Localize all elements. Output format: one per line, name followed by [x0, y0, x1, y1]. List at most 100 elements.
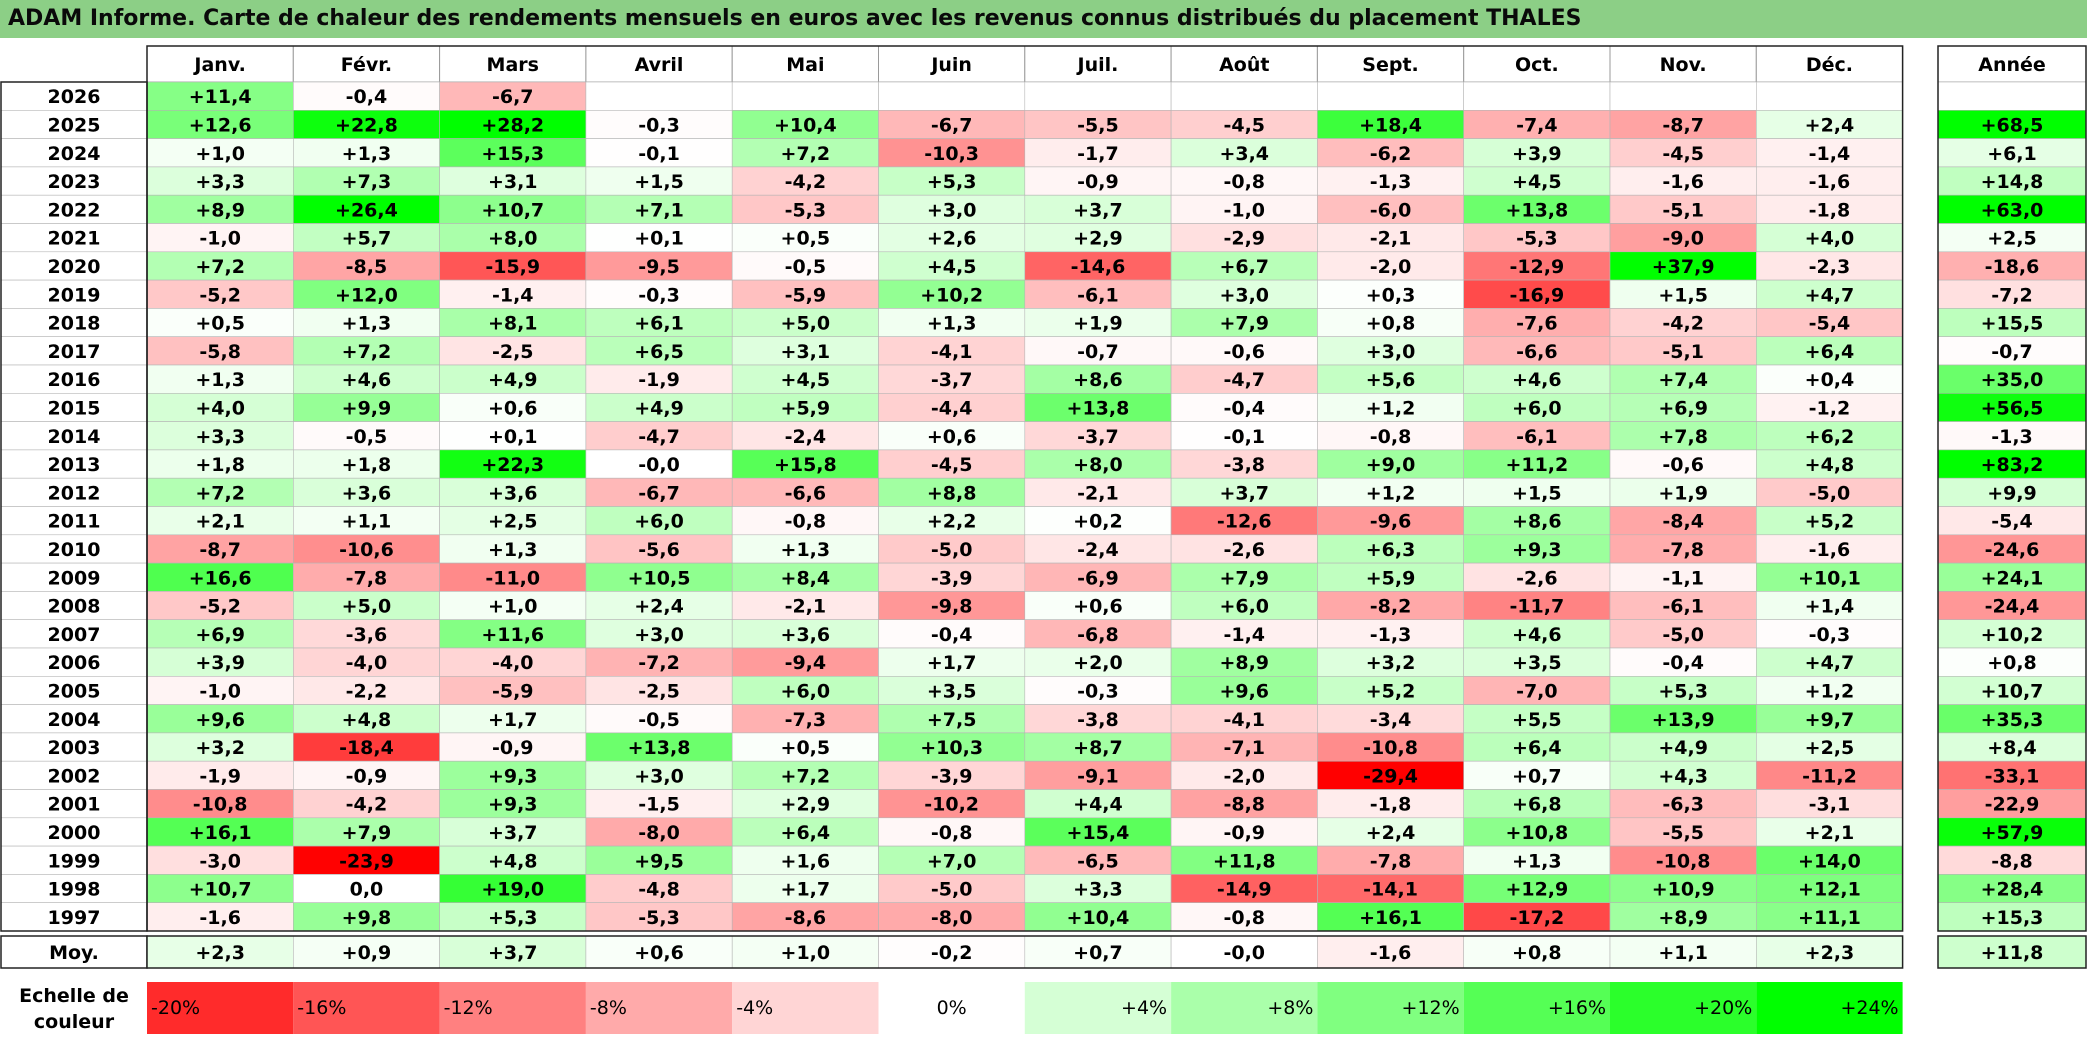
year-label: 2009 — [48, 567, 101, 589]
chart-title: ADAM Informe. Carte de chaleur des rende… — [0, 0, 2087, 38]
average-cell — [731, 935, 879, 969]
cell-value: +9,7 — [1805, 709, 1855, 731]
year-label: 1999 — [48, 850, 101, 872]
heatmap-cell — [731, 223, 879, 253]
cell-value: -6,3 — [1662, 794, 1704, 816]
cell-value: +11,8 — [1213, 850, 1276, 872]
cell-value: -1,6 — [199, 907, 241, 929]
cell-value: +5,2 — [1805, 511, 1855, 533]
cell-value: -1,2 — [1809, 397, 1851, 419]
heatmap-cell — [731, 675, 879, 705]
heatmap-cell — [1609, 308, 1757, 337]
heatmap-cell — [292, 223, 440, 253]
cell-value: +5,9 — [781, 397, 831, 419]
cell-value: +5,3 — [1658, 680, 1708, 702]
cell-value: +3,1 — [488, 171, 538, 193]
heatmap-cell — [1317, 477, 1465, 507]
annual-cell — [1937, 279, 2087, 309]
annual-value: +6,1 — [1987, 143, 2037, 165]
cell-value: -1,1 — [1662, 567, 1704, 589]
heatmap-cell — [439, 166, 587, 196]
cell-value: +3,6 — [342, 482, 392, 504]
heatmap-cell — [439, 421, 587, 451]
cell-value: +1,3 — [342, 313, 392, 335]
heatmap-cell — [1463, 138, 1611, 168]
heatmap-cell — [1170, 251, 1318, 281]
cell-value: +4,6 — [1512, 369, 1562, 391]
heatmap-cell — [731, 81, 879, 111]
annual-value: +83,2 — [1981, 454, 2044, 476]
color-scale-swatch — [878, 982, 1025, 1034]
cell-value: -2,5 — [638, 680, 680, 702]
cell-value: -2,1 — [785, 596, 827, 618]
annual-cell — [1937, 308, 2087, 337]
cell-value: -8,7 — [1662, 114, 1704, 136]
year-label: 2002 — [48, 765, 101, 787]
cell-value: +3,4 — [1219, 143, 1269, 165]
heatmap-cell — [1609, 392, 1757, 422]
cell-value: +1,1 — [342, 511, 392, 533]
color-scale-label: Echelle de — [19, 985, 129, 1007]
heatmap-cell — [292, 138, 440, 168]
heatmap-cell — [439, 392, 587, 422]
cell-value: +1,8 — [195, 454, 245, 476]
cell-value: +6,0 — [1219, 596, 1269, 618]
heatmap-cell — [731, 845, 879, 875]
heatmap-cell — [439, 534, 587, 564]
heatmap-cell — [731, 449, 879, 479]
cell-value: +3,7 — [1219, 482, 1269, 504]
heatmap-cell — [1170, 194, 1318, 224]
column-header-3: Avril — [635, 54, 684, 76]
cell-value: -6,5 — [1077, 850, 1119, 872]
year-label-cell — [0, 506, 148, 536]
cell-value: +13,8 — [1505, 199, 1568, 221]
heatmap-cell — [731, 364, 879, 394]
color-scale-step: -4% — [736, 997, 773, 1019]
annual-cell — [1937, 81, 2087, 111]
cell-value: -3,7 — [931, 369, 973, 391]
heatmap-cell — [1317, 845, 1465, 875]
annual-value: -22,9 — [1985, 794, 2040, 816]
heatmap-cell — [1463, 81, 1611, 111]
heatmap-cell — [1609, 619, 1757, 649]
annual-cell — [1937, 591, 2087, 621]
cell-value: +1,0 — [488, 596, 538, 618]
annual-cell — [1937, 760, 2087, 790]
cell-value: +6,9 — [1658, 397, 1708, 419]
cell-value: -8,8 — [1223, 794, 1265, 816]
color-scale-swatch — [1756, 982, 1903, 1034]
cell-value: +3,5 — [1512, 652, 1562, 674]
cell-value: +4,5 — [927, 256, 977, 278]
cell-value: +4,0 — [1805, 228, 1855, 250]
cell-value: +4,5 — [781, 369, 831, 391]
cell-value: +12,6 — [189, 114, 252, 136]
cell-value: -4,2 — [785, 171, 827, 193]
year-label-cell — [0, 562, 148, 592]
heatmap-cell — [585, 789, 733, 819]
cell-value: +8,0 — [488, 228, 538, 250]
heatmap-cell — [146, 902, 294, 932]
cell-value: -0,4 — [346, 86, 388, 108]
cell-value: +16,1 — [1359, 907, 1422, 929]
cell-value: -2,4 — [785, 426, 827, 448]
cell-value: +7,0 — [927, 850, 977, 872]
heatmap-cell — [1756, 223, 1903, 253]
year-label-cell — [0, 336, 148, 366]
cell-value: +26,4 — [335, 199, 398, 221]
heatmap-cell — [1024, 732, 1172, 762]
column-header-cell — [1170, 45, 1318, 83]
cell-value: -4,2 — [346, 794, 388, 816]
cell-value: -2,3 — [1809, 256, 1851, 278]
annual-cell — [1937, 506, 2087, 536]
cell-value: +9,6 — [195, 709, 245, 731]
cell-value: -1,8 — [1809, 199, 1851, 221]
cell-value: +1,5 — [1512, 482, 1562, 504]
heatmap-cell — [878, 874, 1026, 904]
cell-value: -8,5 — [346, 256, 388, 278]
cell-value: -1,4 — [1223, 624, 1265, 646]
cell-value: +10,3 — [920, 737, 983, 759]
cell-value: +9,0 — [1366, 454, 1416, 476]
year-label-cell — [0, 251, 148, 281]
heatmap-cell — [439, 817, 587, 847]
cell-value: +22,3 — [481, 454, 544, 476]
